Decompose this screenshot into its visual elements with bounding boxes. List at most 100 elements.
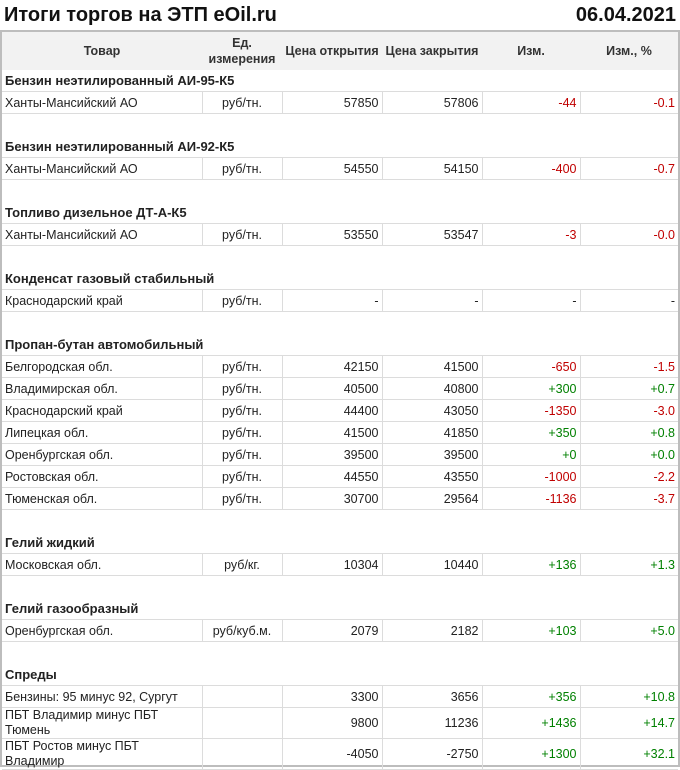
cell-close-price: 10440 (381, 553, 482, 576)
cell-close-price: 40800 (381, 377, 482, 400)
results-table: Товар Ед. измерения Цена открытия Цена з… (2, 32, 678, 770)
spacer-cell (2, 180, 678, 203)
cell-close-price: 57806 (381, 91, 482, 114)
col-header-product: Товар (2, 32, 202, 70)
cell-close-price: 11236 (381, 707, 482, 739)
section-title-row: Топливо дизельное ДТ-А-К5 (2, 202, 678, 224)
cell-change: +350 (481, 421, 580, 444)
cell-unit: руб/тн. (201, 399, 282, 422)
col-header-open: Цена открытия (282, 32, 382, 70)
table-row: Ханты-Мансийский АО руб/тн. 54550 54150 -400… (2, 157, 678, 180)
cell-unit (201, 707, 282, 739)
cell-change-pct: +32.1 (579, 738, 678, 770)
table-header: Товар Ед. измерения Цена открытия Цена з… (2, 32, 678, 70)
table-row: Владимирская обл. руб/тн. 40500 40800 +300 +0… (2, 377, 678, 400)
results-table-frame: Товар Ед. измерения Цена открытия Цена з… (0, 30, 680, 770)
table-row: Липецкая обл. руб/тн. 41500 41850 +350 +0.8 (2, 421, 678, 444)
cell-unit: руб/куб.м. (201, 619, 282, 642)
spacer-row (2, 180, 678, 203)
table-row: Ханты-Мансийский АО руб/тн. 57850 57806 -44-… (2, 91, 678, 114)
cell-product: Краснодарский край (2, 399, 202, 422)
table-row: Оренбургская обл. руб/куб.м. 2079 2182 +103 +… (2, 619, 678, 642)
col-header-close: Цена закрытия (382, 32, 482, 70)
cell-change: -1136 (481, 487, 580, 510)
page-title: Итоги торгов на ЭТП eOil.ru (4, 3, 277, 26)
cell-close-price: 43550 (381, 465, 482, 488)
table-row: Белгородская обл. руб/тн. 42150 41500 -650 -1… (2, 355, 678, 378)
col-header-unit: Ед. измерения (202, 32, 282, 70)
cell-unit: руб/тн. (201, 465, 282, 488)
table-row: Московская обл. руб/кг. 10304 10440 +136 +1.3 (2, 553, 678, 576)
cell-close-price: 54150 (381, 157, 482, 180)
cell-close-price: 2182 (381, 619, 482, 642)
cell-open-price: 40500 (281, 377, 382, 400)
section-title: Топливо дизельное ДТ-А-К5 (2, 202, 678, 224)
cell-change: -3 (481, 223, 580, 246)
cell-unit: руб/тн. (201, 355, 282, 378)
cell-change: -1000 (481, 465, 580, 488)
cell-product: Тюменская обл. (2, 487, 202, 510)
cell-close-price: 29564 (381, 487, 482, 510)
col-header-change-pct: Изм., % (580, 32, 678, 70)
spacer-row (2, 642, 678, 665)
cell-change-pct: +10.8 (579, 685, 678, 708)
section-title: Гелий жидкий (2, 532, 678, 554)
cell-unit: руб/тн. (201, 487, 282, 510)
cell-unit: руб/тн. (201, 377, 282, 400)
spacer-cell (2, 312, 678, 335)
table-row: Краснодарский край руб/тн. 44400 43050 -1350… (2, 399, 678, 422)
cell-close-price: 53547 (381, 223, 482, 246)
cell-product: Краснодарский край (2, 289, 202, 312)
cell-close-price: 41850 (381, 421, 482, 444)
section-title: Бензин неэтилированный АИ-92-К5 (2, 136, 678, 158)
cell-change-pct: +5.0 (579, 619, 678, 642)
cell-change-pct: +14.7 (579, 707, 678, 739)
cell-open-price: 44550 (281, 465, 382, 488)
cell-open-price: 44400 (281, 399, 382, 422)
cell-close-price: - (381, 289, 482, 312)
cell-change: -650 (481, 355, 580, 378)
cell-close-price: 39500 (381, 443, 482, 466)
col-header-change: Изм. (482, 32, 580, 70)
cell-unit: руб/тн. (201, 421, 282, 444)
cell-change-pct: -1.5 (579, 355, 678, 378)
cell-change: - (481, 289, 580, 312)
cell-product: Белгородская обл. (2, 355, 202, 378)
cell-open-price: 3300 (281, 685, 382, 708)
cell-unit: руб/тн. (201, 157, 282, 180)
cell-change-pct: -0.7 (579, 157, 678, 180)
cell-product: ПБТ Ростов минус ПБТ Владимир (2, 738, 202, 770)
spacer-cell (2, 576, 678, 599)
spacer-cell (2, 642, 678, 665)
cell-product: Московская обл. (2, 553, 202, 576)
table-row: ПБТ Владимир минус ПБТ Тюмень 9800 11236 +1… (2, 707, 678, 739)
cell-close-price: 41500 (381, 355, 482, 378)
cell-close-price: 3656 (381, 685, 482, 708)
cell-open-price: 2079 (281, 619, 382, 642)
cell-open-price: 57850 (281, 91, 382, 114)
cell-product: Ростовская обл. (2, 465, 202, 488)
section-title-row: Бензин неэтилированный АИ-92-К5 (2, 136, 678, 158)
cell-open-price: 54550 (281, 157, 382, 180)
table-row: ПБТ Ростов минус ПБТ Владимир -4050 -2750 +… (2, 738, 678, 770)
cell-change-pct: - (579, 289, 678, 312)
cell-change: +1300 (481, 738, 580, 770)
cell-change: +103 (481, 619, 580, 642)
cell-change-pct: -3.0 (579, 399, 678, 422)
section-title-row: Спреды (2, 664, 678, 686)
spacer-cell (2, 510, 678, 533)
cell-open-price: 41500 (281, 421, 382, 444)
section-title: Конденсат газовый стабильный (2, 268, 678, 290)
section-title-row: Конденсат газовый стабильный (2, 268, 678, 290)
cell-change: -1350 (481, 399, 580, 422)
section-title-row: Пропан-бутан автомобильный (2, 334, 678, 356)
cell-change: +300 (481, 377, 580, 400)
cell-open-price: 53550 (281, 223, 382, 246)
cell-open-price: 10304 (281, 553, 382, 576)
cell-change-pct: -0.1 (579, 91, 678, 114)
cell-change-pct: -2.2 (579, 465, 678, 488)
cell-change: +356 (481, 685, 580, 708)
section-title: Гелий газообразный (2, 598, 678, 620)
table-row: Бензины: 95 минус 92, Сургут 3300 3656 +356… (2, 685, 678, 708)
section-title-row: Гелий газообразный (2, 598, 678, 620)
